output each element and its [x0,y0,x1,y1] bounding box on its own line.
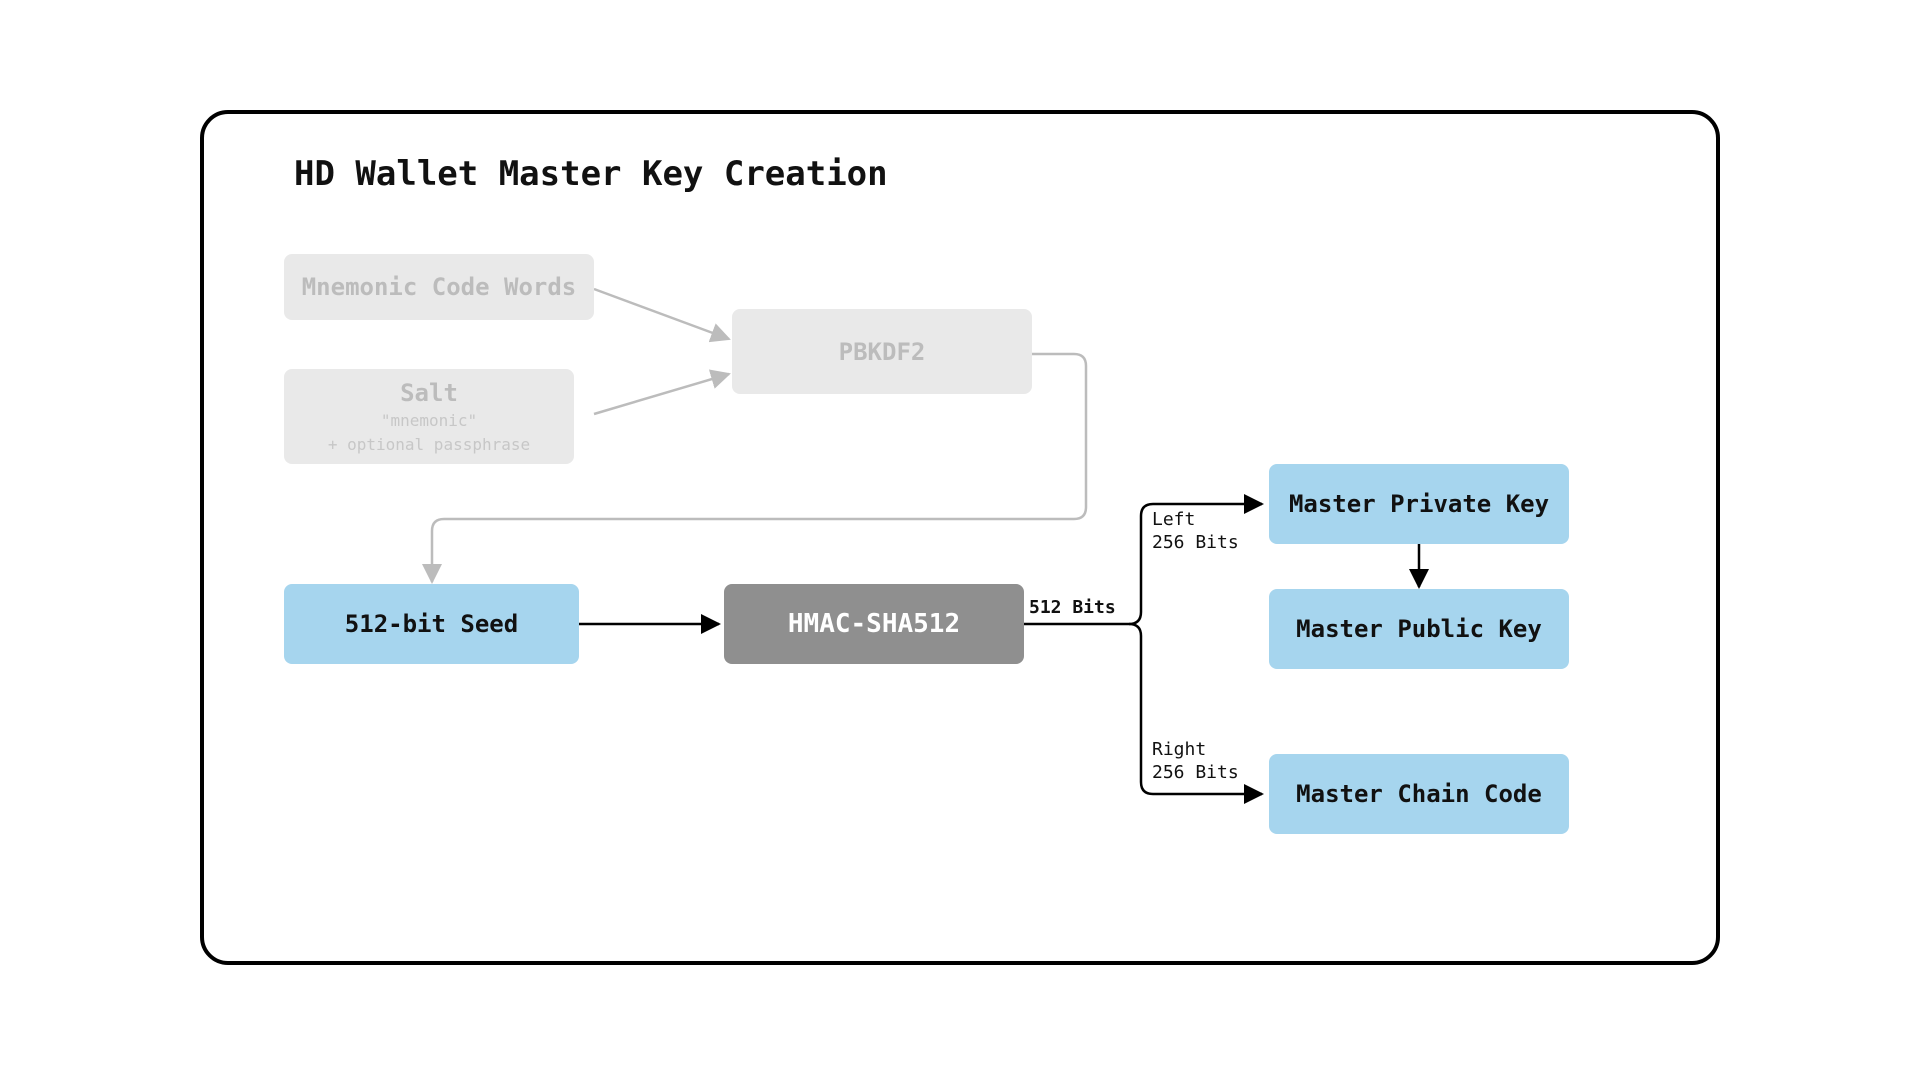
edge-salt-pbkdf2 [594,374,729,414]
node-salt-sub1: "mnemonic" [381,411,477,431]
node-mpriv-label: Master Private Key [1289,490,1549,518]
label-right-line2: 256 Bits [1152,762,1239,783]
label-512-bits: 512 Bits [1029,597,1116,620]
node-mpub-label: Master Public Key [1296,615,1542,643]
node-salt: Salt "mnemonic" + optional passphrase [284,369,574,464]
node-salt-label: Salt [400,379,458,407]
label-left-line2: 256 Bits [1152,532,1239,553]
node-seed-label: 512-bit Seed [345,610,518,638]
node-seed: 512-bit Seed [284,584,579,664]
node-master-private-key: Master Private Key [1269,464,1569,544]
node-hmac-label: HMAC-SHA512 [788,609,960,639]
node-master-public-key: Master Public Key [1269,589,1569,669]
node-mnemonic: Mnemonic Code Words [284,254,594,320]
node-mcc-label: Master Chain Code [1296,780,1542,808]
diagram-frame: HD Wallet Master Key Creation Mnemon [200,110,1720,965]
label-right-256: Right 256 Bits [1152,739,1239,784]
node-hmac: HMAC-SHA512 [724,584,1024,664]
label-right-line1: Right [1152,739,1206,760]
label-left-256: Left 256 Bits [1152,509,1239,554]
label-left-line1: Left [1152,509,1195,530]
node-mnemonic-label: Mnemonic Code Words [302,273,577,301]
node-master-chain-code: Master Chain Code [1269,754,1569,834]
edge-mnemonic-pbkdf2 [594,289,729,339]
node-pbkdf2: PBKDF2 [732,309,1032,394]
node-salt-sub2: + optional passphrase [328,435,530,455]
node-pbkdf2-label: PBKDF2 [839,338,926,366]
